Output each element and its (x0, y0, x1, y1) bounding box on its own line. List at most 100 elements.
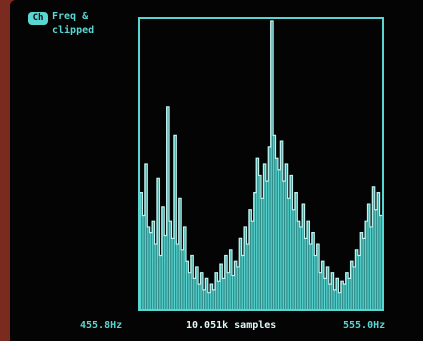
spectrum-bin (311, 232, 313, 309)
spectrum-bin (280, 141, 282, 309)
spectrum-bin (309, 244, 311, 309)
spectrum-bin (217, 281, 219, 309)
spectrum-bin (306, 221, 309, 309)
title-line-1: Freq & (52, 11, 89, 22)
spectrum-bin (343, 284, 345, 309)
spectrum-bin (195, 266, 197, 309)
spectrum-bin (345, 272, 347, 309)
spectrum-bin (215, 272, 217, 309)
spectrum-bin (333, 289, 335, 309)
spectrum-bin (169, 221, 171, 309)
spectrum-bin (185, 261, 188, 309)
spectrum-bin (229, 249, 231, 309)
spectrum-bin (350, 261, 352, 309)
spectrum-bin (200, 272, 202, 309)
spectrum-bin (258, 175, 260, 309)
spectrum-bin (302, 204, 304, 309)
spectrum-bin (188, 272, 190, 309)
spectrum-bin (212, 289, 214, 309)
spectrum-chart (140, 20, 382, 309)
spectrum-bin (360, 232, 362, 309)
spectrum-bin (377, 192, 379, 309)
spectrum-bin (159, 255, 161, 309)
spectrum-bin (275, 158, 277, 309)
spectrum-bin (372, 186, 374, 309)
spectrum-bin (224, 255, 226, 309)
spectrum-bin (144, 164, 146, 309)
spectrum-bin (285, 164, 287, 309)
spectrum-bin (190, 255, 192, 309)
spectrum-bin (336, 278, 338, 309)
spectrum-bin (273, 135, 275, 309)
spectrum-bin (270, 21, 272, 309)
spectrum-bin (348, 278, 350, 309)
freq-end-label: 555.0Hz (343, 320, 386, 331)
scope-screen: Ch Freq & clipped (10, 0, 423, 341)
spectrum-bin (268, 146, 270, 309)
spectrum-bin (176, 244, 178, 309)
spectrum-bin (290, 175, 292, 309)
spectrum-bin (178, 198, 180, 309)
spectrum-bin (287, 198, 289, 309)
spectrum-bin (164, 235, 166, 309)
spectrum-bin (236, 266, 238, 309)
spectrum-bin (219, 264, 221, 309)
spectrum-bin (183, 226, 185, 309)
spectrum-bin (140, 192, 142, 309)
spectrum-bin (149, 232, 151, 309)
spectrum-bin (323, 278, 326, 309)
spectrum-bin (299, 226, 301, 309)
spectrum-bin (231, 275, 234, 309)
spectrum-bin (171, 238, 173, 309)
spectrum-bin (154, 244, 156, 309)
spectrum-bin (210, 284, 212, 309)
spectrum-bin (365, 221, 367, 309)
spectrum-bin (234, 261, 236, 309)
spectrum-bin (374, 209, 376, 309)
spectrum-bin (265, 181, 267, 309)
spectrum-bin (369, 226, 371, 309)
spectrum-bin (251, 221, 253, 309)
spectrum-bin (297, 221, 299, 309)
spectrum-bin (193, 278, 195, 309)
spectrum-bin (316, 244, 318, 309)
spectrum-bin (246, 244, 248, 309)
spectrum-bin (248, 209, 250, 309)
spectrum-bin (253, 192, 255, 309)
spectrum-bin (222, 278, 224, 309)
spectrum-bin (241, 255, 243, 309)
spectrum-bin (314, 255, 316, 309)
spectrum-bin (202, 289, 205, 309)
spectrum-bin (326, 266, 328, 309)
spectrum-bin (142, 215, 144, 309)
spectrum-bin (292, 209, 294, 309)
spectrum-bin (244, 226, 246, 309)
spectrum-bin (355, 249, 357, 309)
spectrum-plot (138, 17, 384, 311)
spectrum-bin (379, 215, 381, 309)
channel-badge[interactable]: Ch (28, 12, 48, 25)
spectrum-bin (340, 281, 342, 309)
spectrum-bin (256, 158, 258, 309)
spectrum-bin (319, 272, 321, 309)
spectrum-bin (263, 164, 265, 309)
spectrum-bin (357, 255, 359, 309)
spectrum-bin (161, 206, 163, 309)
title-line-2: clipped (52, 25, 95, 36)
spectrum-bin (367, 204, 369, 309)
spectrum-bin (294, 192, 296, 309)
spectrum-bin (261, 198, 263, 309)
spectrum-bin (147, 226, 149, 309)
spectrum-bin (328, 284, 330, 309)
spectrum-bin (205, 278, 207, 309)
spectrum-bin (352, 266, 355, 309)
title-block: Freq & clipped (52, 10, 94, 38)
spectrum-bin (338, 292, 340, 309)
spectrum-bin (304, 238, 306, 309)
spectrum-bin (198, 284, 200, 309)
spectrum-bin (207, 292, 209, 309)
spectrum-bin (362, 238, 364, 309)
spectrum-bin (227, 272, 229, 309)
spectrum-bin (277, 169, 280, 309)
spectrum-bin (331, 272, 333, 309)
